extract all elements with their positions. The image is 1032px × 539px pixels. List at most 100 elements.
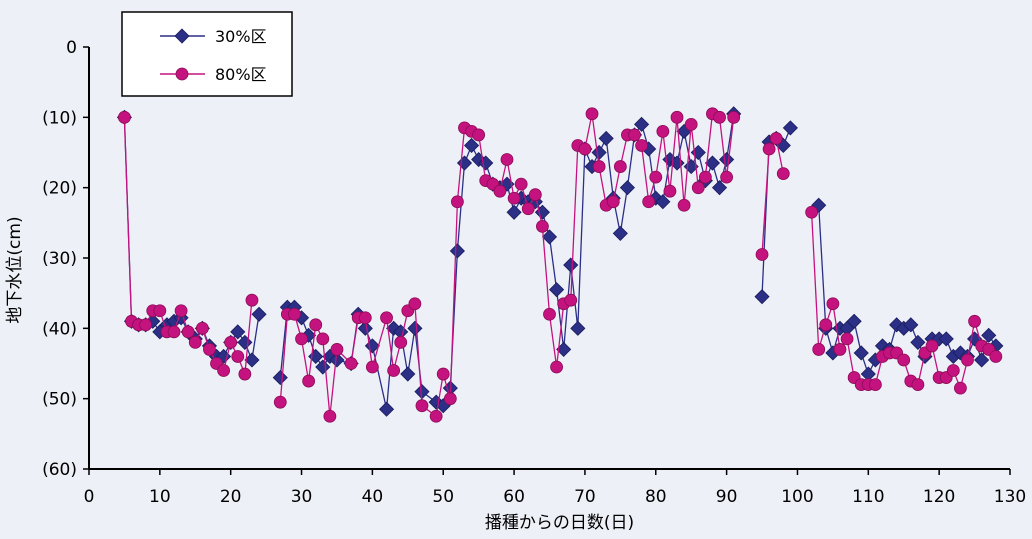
data-point-circle	[592, 160, 606, 173]
x-tick-label: 20	[220, 487, 242, 507]
data-point-circle	[720, 170, 734, 184]
x-axis-title: 播種からの日数(日)	[485, 513, 634, 533]
data-point-circle	[691, 181, 705, 195]
data-point-diamond	[711, 180, 728, 196]
data-point-diamond	[846, 313, 862, 329]
data-point-diamond	[853, 345, 869, 361]
legend: 30%区 80%区	[121, 11, 293, 97]
data-point-circle	[840, 332, 854, 346]
series-2	[118, 107, 1003, 423]
data-point-circle	[536, 219, 549, 233]
data-point-circle	[868, 378, 882, 392]
data-point-circle	[365, 360, 379, 374]
x-tick-label: 110	[852, 487, 884, 507]
x-tick-label: 130	[994, 487, 1026, 507]
data-point-circle	[954, 381, 967, 395]
legend-label: 30%区	[215, 27, 267, 46]
data-point-circle	[564, 293, 578, 307]
y-tick-label: (30)	[42, 249, 77, 269]
data-point-circle	[181, 325, 195, 339]
y-tick-label: (20)	[42, 179, 77, 199]
data-point-circle	[330, 343, 344, 356]
data-point-circle	[514, 177, 528, 191]
y-tick-label: (40)	[42, 319, 77, 339]
x-tick-label: 100	[781, 487, 813, 507]
data-point-diamond	[619, 180, 635, 196]
data-point-circle	[443, 392, 457, 406]
data-point-circle	[550, 360, 563, 374]
data-point-diamond	[655, 194, 671, 210]
data-point-circle	[139, 318, 153, 332]
data-point-circle	[656, 124, 670, 138]
data-point-circle	[231, 350, 245, 363]
x-tick-label: 90	[716, 487, 738, 507]
data-point-circle	[394, 335, 408, 349]
data-point-circle	[500, 153, 514, 166]
data-point-circle	[989, 350, 1003, 363]
data-point-circle	[543, 307, 556, 321]
data-point-circle	[245, 293, 259, 307]
data-point-diamond	[598, 130, 614, 146]
data-point-diamond	[754, 289, 770, 305]
data-point-diamond	[449, 243, 465, 259]
x-tick-label: 40	[362, 487, 384, 507]
data-point-circle	[238, 367, 252, 381]
data-point-circle	[195, 321, 209, 335]
data-point-circle	[819, 318, 833, 332]
data-point-diamond	[244, 352, 260, 368]
data-point-diamond	[329, 352, 345, 368]
data-point-circle	[762, 142, 776, 156]
data-point-circle	[776, 167, 790, 181]
x-tick-label: 30	[291, 487, 313, 507]
y-axis-title: 地下水位(cm)	[5, 216, 25, 323]
data-point-diamond	[612, 225, 628, 241]
data-point-circle	[635, 139, 648, 152]
x-tick-label: 80	[645, 487, 667, 507]
data-point-diamond	[719, 151, 735, 168]
data-point-circle	[755, 248, 769, 261]
legend-circle-icon	[175, 67, 189, 81]
data-point-circle	[493, 184, 507, 198]
legend-diamond-icon	[174, 28, 190, 44]
x-tick-label: 10	[149, 487, 171, 507]
data-point-circle	[167, 325, 181, 339]
data-point-diamond	[591, 144, 607, 161]
data-point-circle	[585, 107, 599, 121]
data-point-circle	[649, 170, 663, 184]
x-tick-label: 120	[923, 487, 955, 507]
data-point-circle	[153, 304, 167, 318]
data-point-circle	[323, 409, 337, 423]
series-layer	[116, 106, 1004, 423]
data-point-diamond	[910, 334, 926, 350]
data-point-circle	[188, 335, 202, 349]
data-point-diamond	[230, 324, 246, 340]
data-point-diamond	[938, 331, 954, 347]
data-point-diamond	[903, 317, 919, 333]
data-point-circle	[642, 195, 656, 209]
axes: 0 (10) (20) (30) (40) (50) (60) 0 10 20 30 40 50 60 70…	[42, 38, 1026, 507]
data-point-circle	[578, 142, 592, 156]
data-point-circle	[472, 128, 486, 142]
data-point-circle	[911, 378, 925, 392]
data-point-circle	[118, 110, 131, 124]
data-point-circle	[833, 343, 847, 356]
x-tick-label: 0	[84, 487, 95, 507]
data-point-circle	[174, 304, 188, 318]
data-point-circle	[224, 335, 238, 349]
data-point-diamond	[974, 352, 990, 368]
data-point-circle	[961, 353, 974, 367]
data-point-circle	[408, 297, 422, 311]
data-point-circle	[521, 202, 535, 216]
x-tick-label: 70	[574, 487, 596, 507]
y-tick-label: (60)	[42, 460, 77, 480]
data-point-diamond	[272, 370, 288, 386]
data-point-circle	[528, 188, 542, 202]
data-point-diamond	[357, 320, 373, 336]
data-point-circle	[203, 343, 216, 356]
data-point-diamond	[251, 306, 267, 322]
data-point-circle	[613, 160, 627, 173]
data-point-diamond	[570, 320, 586, 336]
data-point-diamond	[541, 229, 558, 245]
x-tick-label: 50	[432, 487, 454, 507]
